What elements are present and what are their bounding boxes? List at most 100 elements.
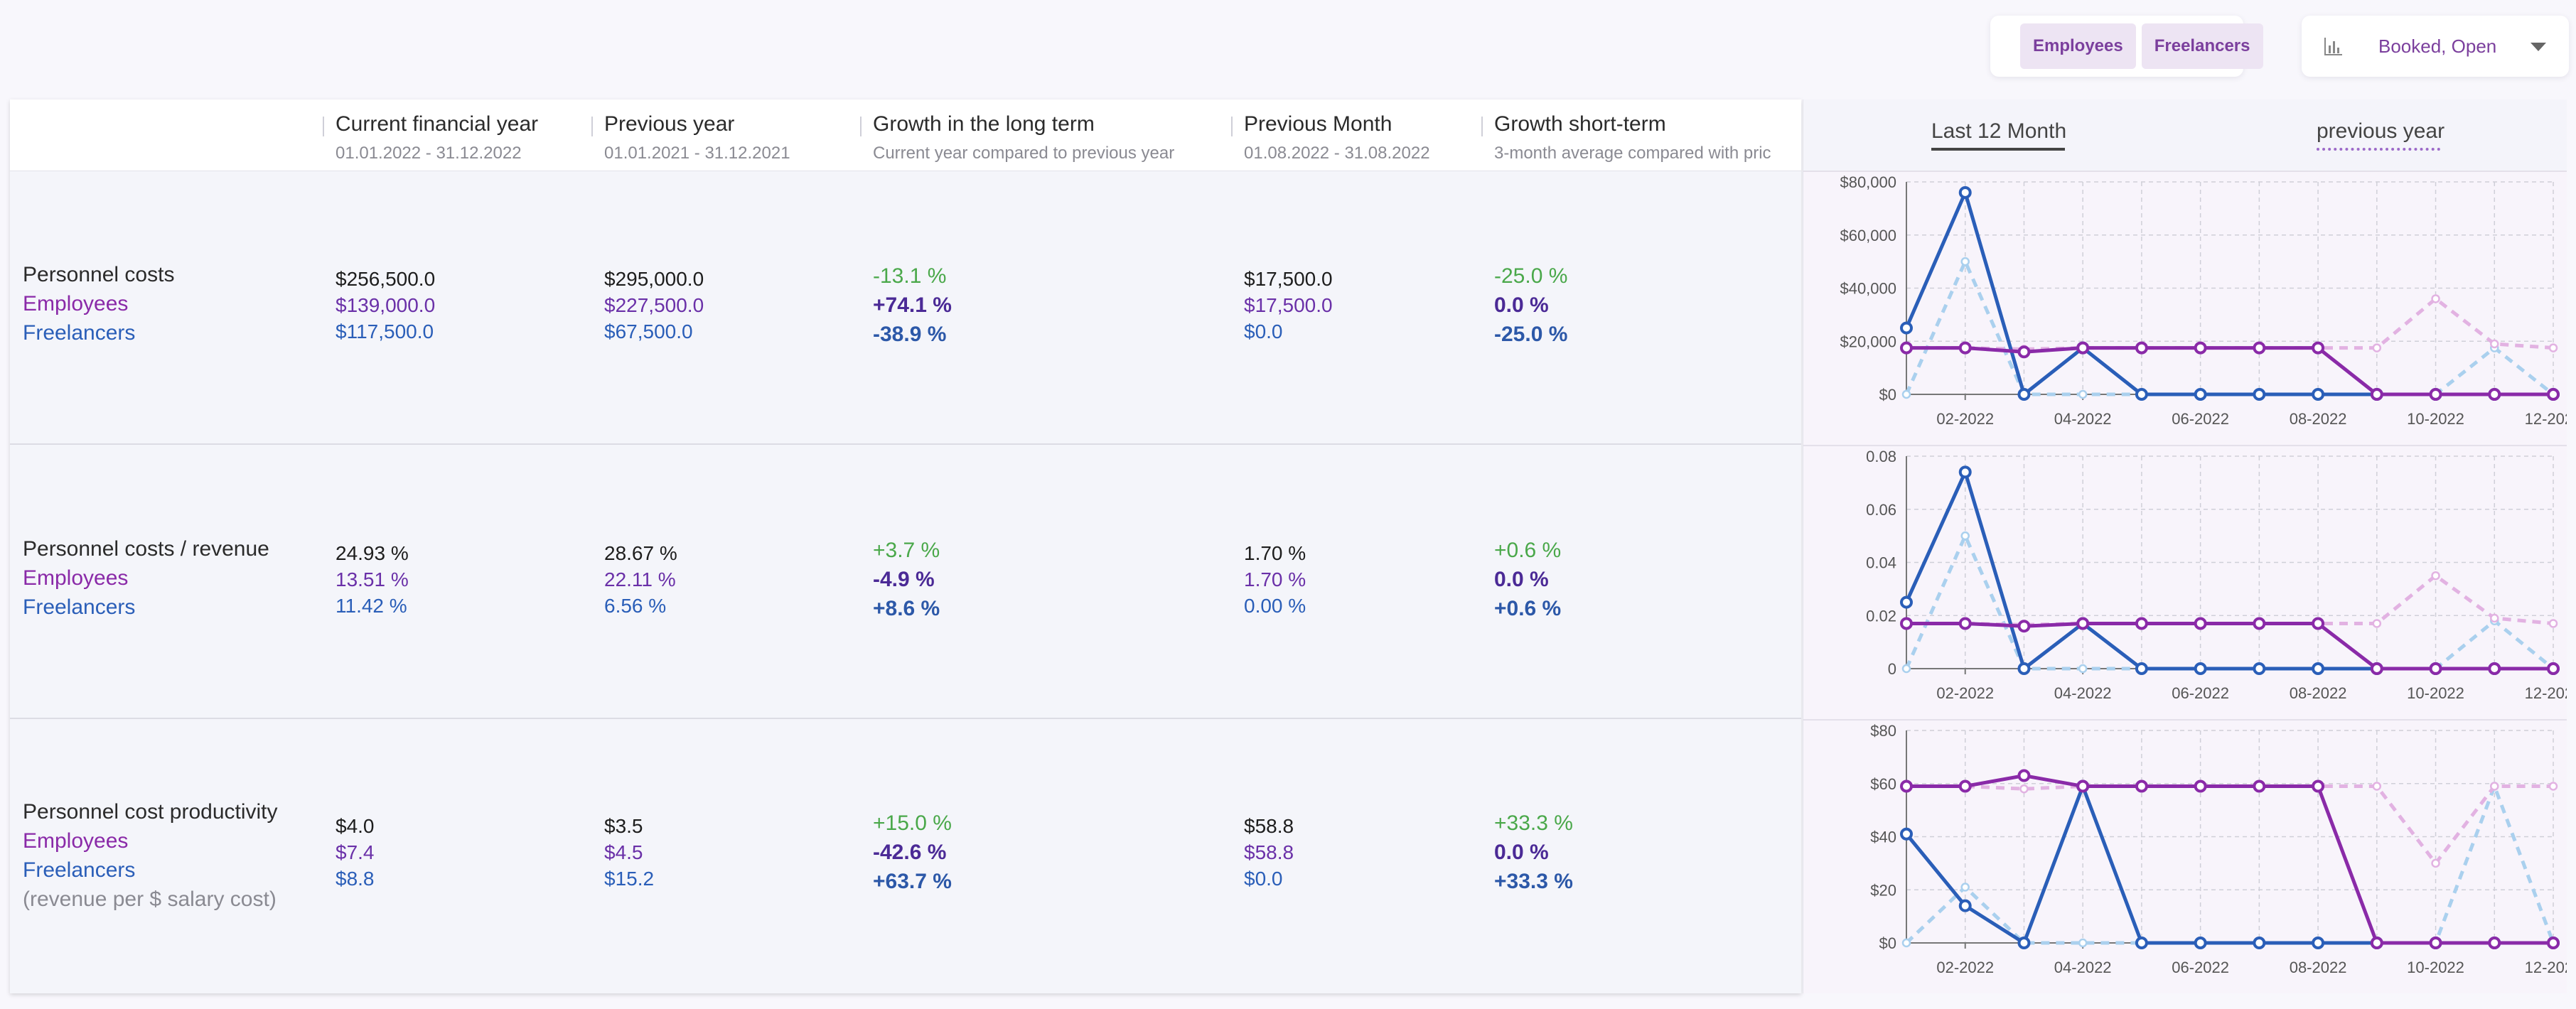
data-point-employees <box>2547 388 2560 401</box>
data-point-employees <box>1958 617 1972 630</box>
data-point-freelancers <box>2194 662 2207 675</box>
column-subtitle: Current year compared to previous year <box>873 144 1175 163</box>
metric-employees-label: Employees <box>23 292 129 315</box>
x-tick-label: 08-2022 <box>2290 410 2347 428</box>
growth-long-values: +15.0 % -42.6 % +63.7 % <box>873 809 952 896</box>
data-point-employees <box>2017 769 2031 782</box>
y-tick-label: 0.06 <box>1866 501 1896 519</box>
chip-employees[interactable]: Employees <box>2020 23 2136 69</box>
y-tick-label: $60,000 <box>1840 227 1896 244</box>
table-header: Current financial year 01.01.2022 - 31.1… <box>10 99 1801 171</box>
series-line-freelancers <box>1904 470 2553 671</box>
metric-note: (revenue per $ salary cost) <box>23 887 277 911</box>
data-point-employees <box>2253 779 2266 793</box>
data-point-freelancers <box>1900 595 1913 609</box>
data-point-employees <box>2312 779 2325 793</box>
column-previous-month: Previous Month 01.08.2022 - 31.08.2022 <box>1244 109 1430 165</box>
value-total: $4.0 <box>336 815 375 837</box>
column-current-year: Current financial year 01.01.2022 - 31.1… <box>336 109 538 165</box>
data-point-employees <box>2370 662 2383 675</box>
series-line-employees-prev <box>1906 784 2553 865</box>
data-point-employees <box>2253 617 2266 630</box>
growth-short-values: +33.3 % 0.0 % +33.3 % <box>1494 809 1573 896</box>
active-tab-underline <box>1931 148 2065 151</box>
data-point-freelancers <box>1958 185 1972 199</box>
value-employees: $4.5 <box>604 841 643 863</box>
data-point-employees <box>2135 341 2148 355</box>
x-tick-label: 02-2022 <box>1936 684 1994 702</box>
value-freelancers: $0.0 <box>1244 320 1283 342</box>
data-point-freelancers <box>2194 937 2207 949</box>
value-total: $58.8 <box>1244 815 1294 837</box>
data-point-employees-prev <box>2490 339 2499 349</box>
growth-freelancers: +0.6 % <box>1494 597 1562 620</box>
data-point-employees <box>2429 937 2442 949</box>
data-point-freelancers <box>1900 321 1913 335</box>
series-line-freelancers <box>1905 784 2553 945</box>
x-tick-label: 10-2022 <box>2407 410 2464 428</box>
current-year-values: 24.93 % 13.51 % 11.42 % <box>336 540 409 619</box>
data-point-freelancers <box>2253 388 2266 401</box>
growth-employees: -42.6 % <box>873 841 947 864</box>
data-point-employees <box>1958 341 1972 355</box>
status-select[interactable]: Booked, Open <box>2302 16 2569 77</box>
data-point-employees <box>2488 662 2501 675</box>
data-point-employees <box>2076 617 2090 630</box>
value-total: $256,500.0 <box>336 268 436 290</box>
data-point-employees <box>2017 345 2031 359</box>
value-freelancers: $8.8 <box>336 868 375 890</box>
value-employees: $7.4 <box>336 841 375 863</box>
column-title: Previous Month <box>1244 112 1392 136</box>
growth-freelancers: +63.7 % <box>873 870 952 893</box>
previous-year-legend-line <box>2317 148 2440 151</box>
growth-total: +33.3 % <box>1494 811 1573 835</box>
metric-freelancers-label: Freelancers <box>23 321 136 345</box>
metric-title: Personnel costs / revenue <box>23 537 269 561</box>
x-tick-label: 04-2022 <box>2054 684 2112 702</box>
status-value: Booked, Open <box>2378 35 2497 57</box>
column-separator <box>323 117 324 136</box>
growth-employees: 0.0 % <box>1494 293 1549 317</box>
data-point-employees-prev <box>2548 619 2558 628</box>
data-point-employees <box>2547 662 2560 675</box>
data-point-employees <box>2370 937 2383 949</box>
data-point-employees-prev <box>2431 294 2440 303</box>
tab-last-12-month[interactable]: Last 12 Month <box>1931 119 2067 143</box>
current-year-values: $4.0 $7.4 $8.8 <box>336 813 375 892</box>
column-separator <box>1231 117 1233 136</box>
value-freelancers: $67,500.0 <box>604 320 693 342</box>
data-point-freelancers-prev <box>1960 257 1970 266</box>
data-point-employees <box>2194 617 2207 630</box>
growth-total: +15.0 % <box>873 811 952 835</box>
tab-previous-year[interactable]: previous year <box>2317 119 2445 143</box>
trend-charts: $0 $20,000 $40,000 $60,000 $80,000 02-2022 04-… <box>1840 173 2567 976</box>
data-point-freelancers <box>2312 388 2325 401</box>
data-point-freelancers-prev <box>1960 883 1970 892</box>
growth-freelancers: -38.9 % <box>873 323 947 346</box>
y-tick-label: $20,000 <box>1840 333 1896 350</box>
chevron-down-icon[interactable] <box>2531 43 2546 51</box>
growth-freelancers: +8.6 % <box>873 597 940 620</box>
data-point-freelancers-prev <box>1901 938 1911 948</box>
data-point-freelancers-prev <box>2078 938 2088 948</box>
data-point-employees <box>2253 341 2266 355</box>
chip-freelancers[interactable]: Freelancers <box>2141 23 2263 69</box>
value-total: $295,000.0 <box>604 268 704 290</box>
growth-long-values: +3.7 % -4.9 % +8.6 % <box>873 536 940 623</box>
data-point-freelancers <box>2017 662 2031 675</box>
y-tick-label: 0.08 <box>1866 448 1896 465</box>
previous-year-values: $3.5 $4.5 $15.2 <box>604 813 654 892</box>
data-point-employees <box>2076 779 2090 793</box>
x-tick-label: 06-2022 <box>2172 959 2229 976</box>
data-point-employees <box>2547 937 2560 949</box>
column-growth-long: Growth in the long term Current year com… <box>873 109 1174 165</box>
data-point-employees <box>1958 779 1972 793</box>
growth-long-values: -13.1 % +74.1 % -38.9 % <box>873 261 952 349</box>
value-freelancers: $0.0 <box>1244 868 1283 890</box>
data-point-freelancers <box>1900 827 1913 841</box>
data-point-freelancers <box>1958 899 1972 912</box>
x-tick-label: 10-2022 <box>2407 959 2464 976</box>
data-point-freelancers <box>2017 937 2031 949</box>
x-tick-label: 10-2022 <box>2407 684 2464 702</box>
growth-total: +3.7 % <box>873 539 940 562</box>
